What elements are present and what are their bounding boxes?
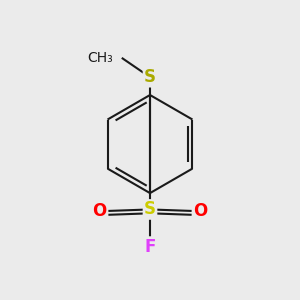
Text: O: O [194,202,208,220]
Text: S: S [144,68,156,86]
Text: F: F [144,238,156,256]
Text: CH₃: CH₃ [87,51,113,65]
Text: O: O [92,202,106,220]
Text: S: S [144,200,156,218]
